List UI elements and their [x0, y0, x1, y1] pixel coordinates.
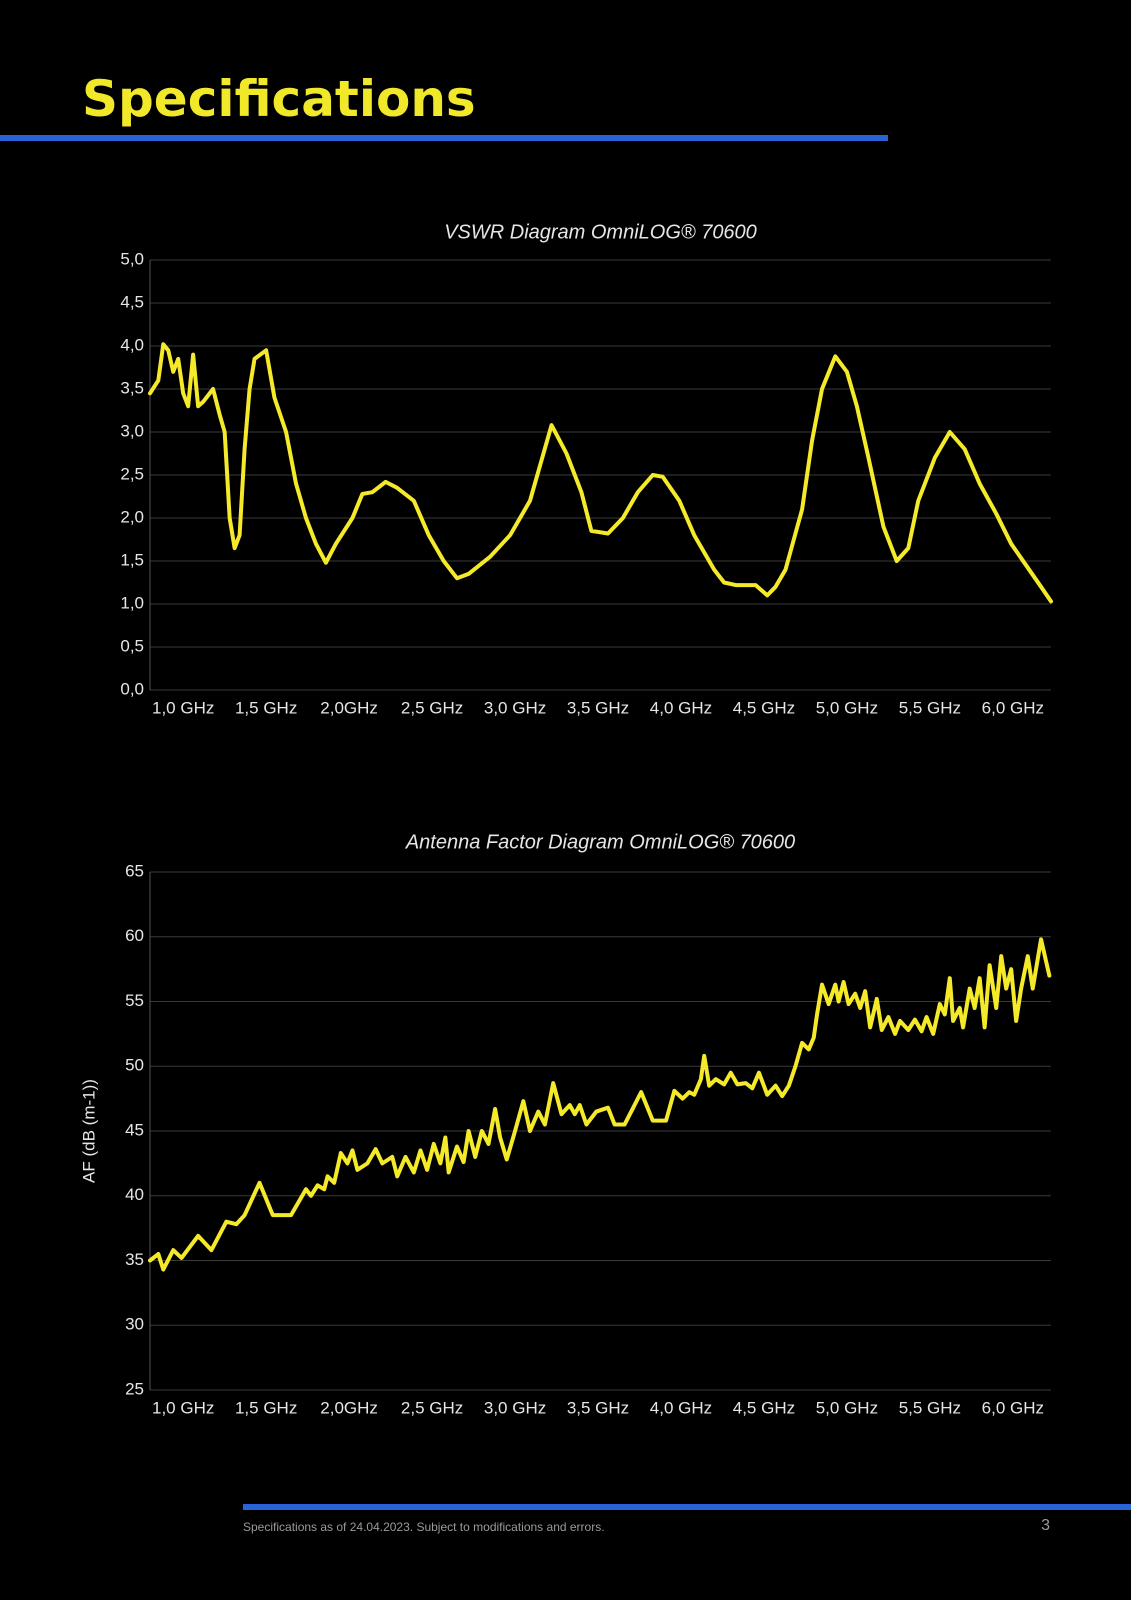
x-tick-label: 5,5 GHz: [899, 1398, 961, 1417]
x-tick-label: 1,0 GHz: [152, 1398, 214, 1417]
x-tick-label: 1,5 GHz: [235, 698, 297, 717]
chart-title: Antenna Factor Diagram OmniLOG® 70600: [405, 831, 795, 853]
x-tick-label: 5,0 GHz: [816, 1398, 878, 1417]
x-tick-label: 3,0 GHz: [484, 1398, 546, 1417]
x-tick-label: 3,0 GHz: [484, 698, 546, 717]
y-tick-label: 2,0: [120, 507, 144, 526]
x-tick-label: 2,5 GHz: [401, 698, 463, 717]
y-tick-label: 1,5: [120, 550, 144, 569]
y-tick-label: 5,0: [120, 249, 144, 268]
charts: VSWR Diagram OmniLOG® 70600 0,0 0,5 1,0 1,5 2…: [79, 221, 1053, 1417]
x-tick-label: 4,0 GHz: [650, 1398, 712, 1417]
y-axis-label: AF (dB (m-1)): [79, 1079, 98, 1183]
x-tick-label: 4,5 GHz: [733, 1398, 795, 1417]
y-tick-label: 35: [125, 1250, 144, 1269]
y-tick-label: 0,5: [120, 636, 144, 655]
x-tick-label: 3,5 GHz: [567, 698, 629, 717]
x-tick-label: 2,5 GHz: [401, 1398, 463, 1417]
x-tick-label: 3,5 GHz: [567, 1398, 629, 1417]
y-tick-label: 4,0: [120, 335, 144, 354]
y-tick-label: 2,5: [120, 464, 144, 483]
header-rule: [0, 135, 888, 141]
x-tick-label: 4,0 GHz: [650, 698, 712, 717]
y-tick-label: 60: [125, 926, 144, 945]
x-tick-label: 1,0 GHz: [152, 698, 214, 717]
footer-rule: [243, 1504, 1131, 1510]
footer-text: Specifications as of 24.04.2023. Subject…: [243, 1520, 605, 1534]
x-tick-label: 2,0GHz: [320, 698, 378, 717]
x-tick-label: 5,5 GHz: [899, 698, 961, 717]
y-tick-label: 30: [125, 1315, 144, 1334]
y-tick-label: 3,5: [120, 378, 144, 397]
x-tick-label: 2,0GHz: [320, 1398, 378, 1417]
y-tick-label: 3,0: [120, 421, 144, 440]
y-tick-label: 1,0: [120, 593, 144, 612]
y-tick-label: 50: [125, 1056, 144, 1075]
y-tick-label: 0,0: [120, 679, 144, 698]
y-tick-label: 45: [125, 1120, 144, 1139]
chart-title: VSWR Diagram OmniLOG® 70600: [444, 221, 757, 243]
x-tick-label: 5,0 GHz: [816, 698, 878, 717]
data-line: [148, 937, 1052, 1272]
data-line: [148, 342, 1053, 604]
page-title: Specifications: [82, 70, 476, 128]
y-tick-label: 4,5: [120, 292, 144, 311]
y-tick-label: 25: [125, 1379, 144, 1398]
x-tick-label: 6,0 GHz: [982, 1398, 1044, 1417]
x-tick-label: 6,0 GHz: [982, 698, 1044, 717]
y-tick-label: 40: [125, 1185, 144, 1204]
y-tick-label: 55: [125, 991, 144, 1010]
x-tick-label: 4,5 GHz: [733, 698, 795, 717]
x-tick-label: 1,5 GHz: [235, 1398, 297, 1417]
page-number: 3: [1041, 1517, 1050, 1534]
y-tick-label: 65: [125, 861, 144, 880]
